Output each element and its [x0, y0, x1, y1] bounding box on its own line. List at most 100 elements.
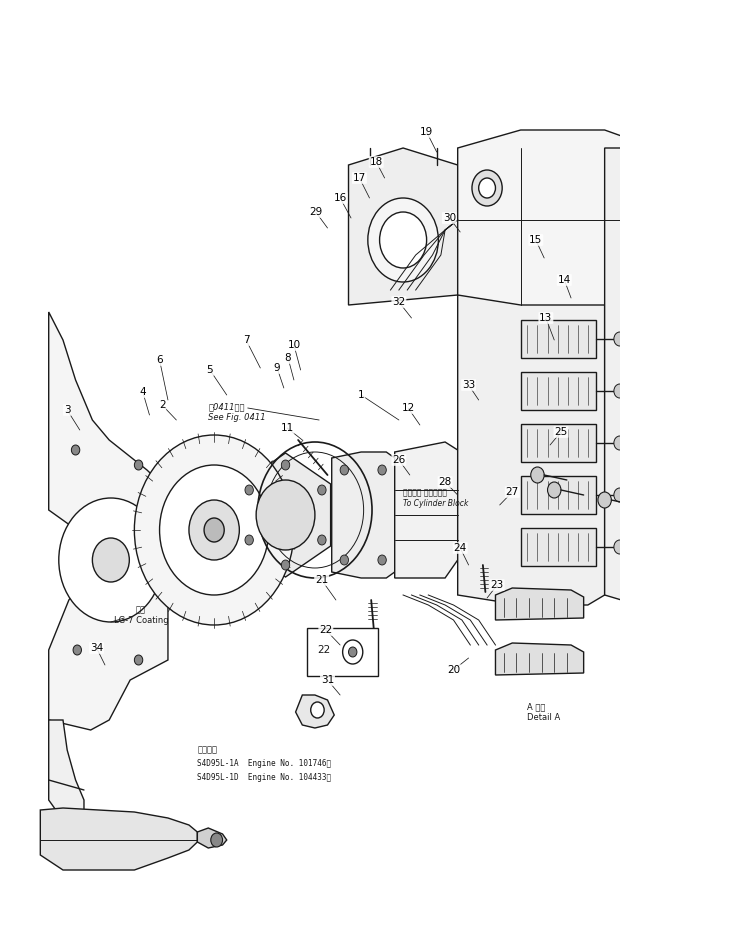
Circle shape	[92, 538, 129, 582]
Text: 26: 26	[393, 455, 405, 465]
Text: 17: 17	[353, 173, 366, 183]
Circle shape	[311, 702, 324, 718]
Circle shape	[281, 460, 290, 470]
Bar	[521, 372, 596, 410]
Circle shape	[614, 332, 626, 346]
Circle shape	[548, 482, 561, 498]
Circle shape	[340, 465, 348, 475]
Circle shape	[472, 170, 502, 206]
Text: 6: 6	[156, 355, 163, 365]
Bar	[521, 476, 596, 514]
Circle shape	[245, 535, 253, 545]
Text: 20: 20	[447, 665, 460, 675]
Bar	[732, 248, 738, 272]
Circle shape	[348, 647, 357, 657]
Text: 22: 22	[317, 645, 331, 655]
Circle shape	[317, 535, 326, 545]
Polygon shape	[495, 588, 584, 620]
Circle shape	[698, 365, 710, 379]
Text: 3: 3	[64, 405, 71, 415]
Circle shape	[698, 313, 710, 327]
Circle shape	[379, 212, 427, 268]
Circle shape	[211, 833, 223, 847]
Text: 24: 24	[454, 543, 467, 553]
Circle shape	[614, 384, 626, 398]
Circle shape	[648, 520, 662, 536]
Circle shape	[614, 488, 626, 502]
Circle shape	[648, 416, 662, 432]
Bar	[306, 628, 378, 676]
Polygon shape	[241, 453, 331, 577]
Text: 32: 32	[393, 297, 405, 307]
Text: 34: 34	[90, 643, 103, 653]
Circle shape	[648, 312, 662, 328]
Polygon shape	[348, 148, 458, 305]
Polygon shape	[49, 312, 168, 730]
Circle shape	[159, 465, 269, 595]
Text: 16: 16	[334, 193, 347, 203]
Text: A 拡大
Detail A: A 拡大 Detail A	[528, 703, 561, 722]
Circle shape	[698, 417, 710, 431]
Circle shape	[281, 560, 290, 570]
Polygon shape	[458, 130, 655, 305]
Polygon shape	[604, 148, 731, 610]
Text: 塗布
LG-7 Coating: 塗布 LG-7 Coating	[114, 605, 168, 625]
Circle shape	[59, 498, 163, 622]
Text: 33: 33	[462, 380, 475, 390]
Circle shape	[342, 640, 363, 664]
Circle shape	[665, 502, 678, 518]
Circle shape	[73, 645, 81, 655]
Circle shape	[531, 467, 544, 483]
Text: 21: 21	[315, 575, 328, 585]
Circle shape	[378, 555, 386, 565]
Circle shape	[598, 492, 611, 508]
Text: 18: 18	[370, 157, 383, 167]
Text: 2: 2	[159, 400, 165, 410]
Text: 4: 4	[139, 387, 146, 397]
Circle shape	[368, 198, 438, 282]
Circle shape	[245, 485, 253, 495]
Circle shape	[378, 465, 386, 475]
Text: 14: 14	[558, 275, 571, 285]
Bar	[521, 320, 596, 358]
Text: 10: 10	[287, 340, 300, 350]
Polygon shape	[331, 452, 395, 578]
Text: シリンダ ブロック～
To Cylinder Block: シリンダ ブロック～ To Cylinder Block	[403, 488, 469, 507]
Circle shape	[614, 436, 626, 450]
Text: S4D95L-1D  Engine No. 104433～: S4D95L-1D Engine No. 104433～	[197, 773, 331, 783]
Text: 12: 12	[401, 403, 415, 413]
Circle shape	[699, 528, 712, 544]
Circle shape	[648, 364, 662, 380]
Circle shape	[134, 655, 142, 665]
Circle shape	[204, 518, 224, 542]
Polygon shape	[197, 828, 227, 848]
Circle shape	[134, 460, 142, 470]
Text: 25: 25	[554, 427, 568, 437]
Circle shape	[698, 469, 710, 483]
Text: 8: 8	[285, 353, 292, 363]
Text: 5: 5	[207, 365, 213, 375]
Text: 適用号機: 適用号機	[197, 745, 218, 755]
Polygon shape	[49, 720, 84, 830]
Text: 9: 9	[274, 363, 280, 373]
Circle shape	[648, 468, 662, 484]
Bar	[521, 528, 596, 566]
Text: 23: 23	[491, 580, 504, 590]
Polygon shape	[458, 285, 604, 605]
Circle shape	[72, 445, 80, 455]
Text: 22: 22	[320, 625, 332, 635]
Text: 27: 27	[506, 487, 519, 497]
Bar	[521, 424, 596, 462]
Circle shape	[340, 555, 348, 565]
Polygon shape	[296, 695, 334, 728]
Polygon shape	[395, 442, 458, 578]
Circle shape	[317, 485, 326, 495]
Text: 7: 7	[243, 335, 249, 345]
Circle shape	[614, 540, 626, 554]
Text: 11: 11	[280, 423, 294, 433]
Circle shape	[189, 500, 239, 560]
Text: S4D95L-1A  Engine No. 101746～: S4D95L-1A Engine No. 101746～	[197, 760, 331, 768]
Circle shape	[256, 480, 315, 550]
Circle shape	[698, 521, 710, 535]
Circle shape	[134, 435, 294, 625]
